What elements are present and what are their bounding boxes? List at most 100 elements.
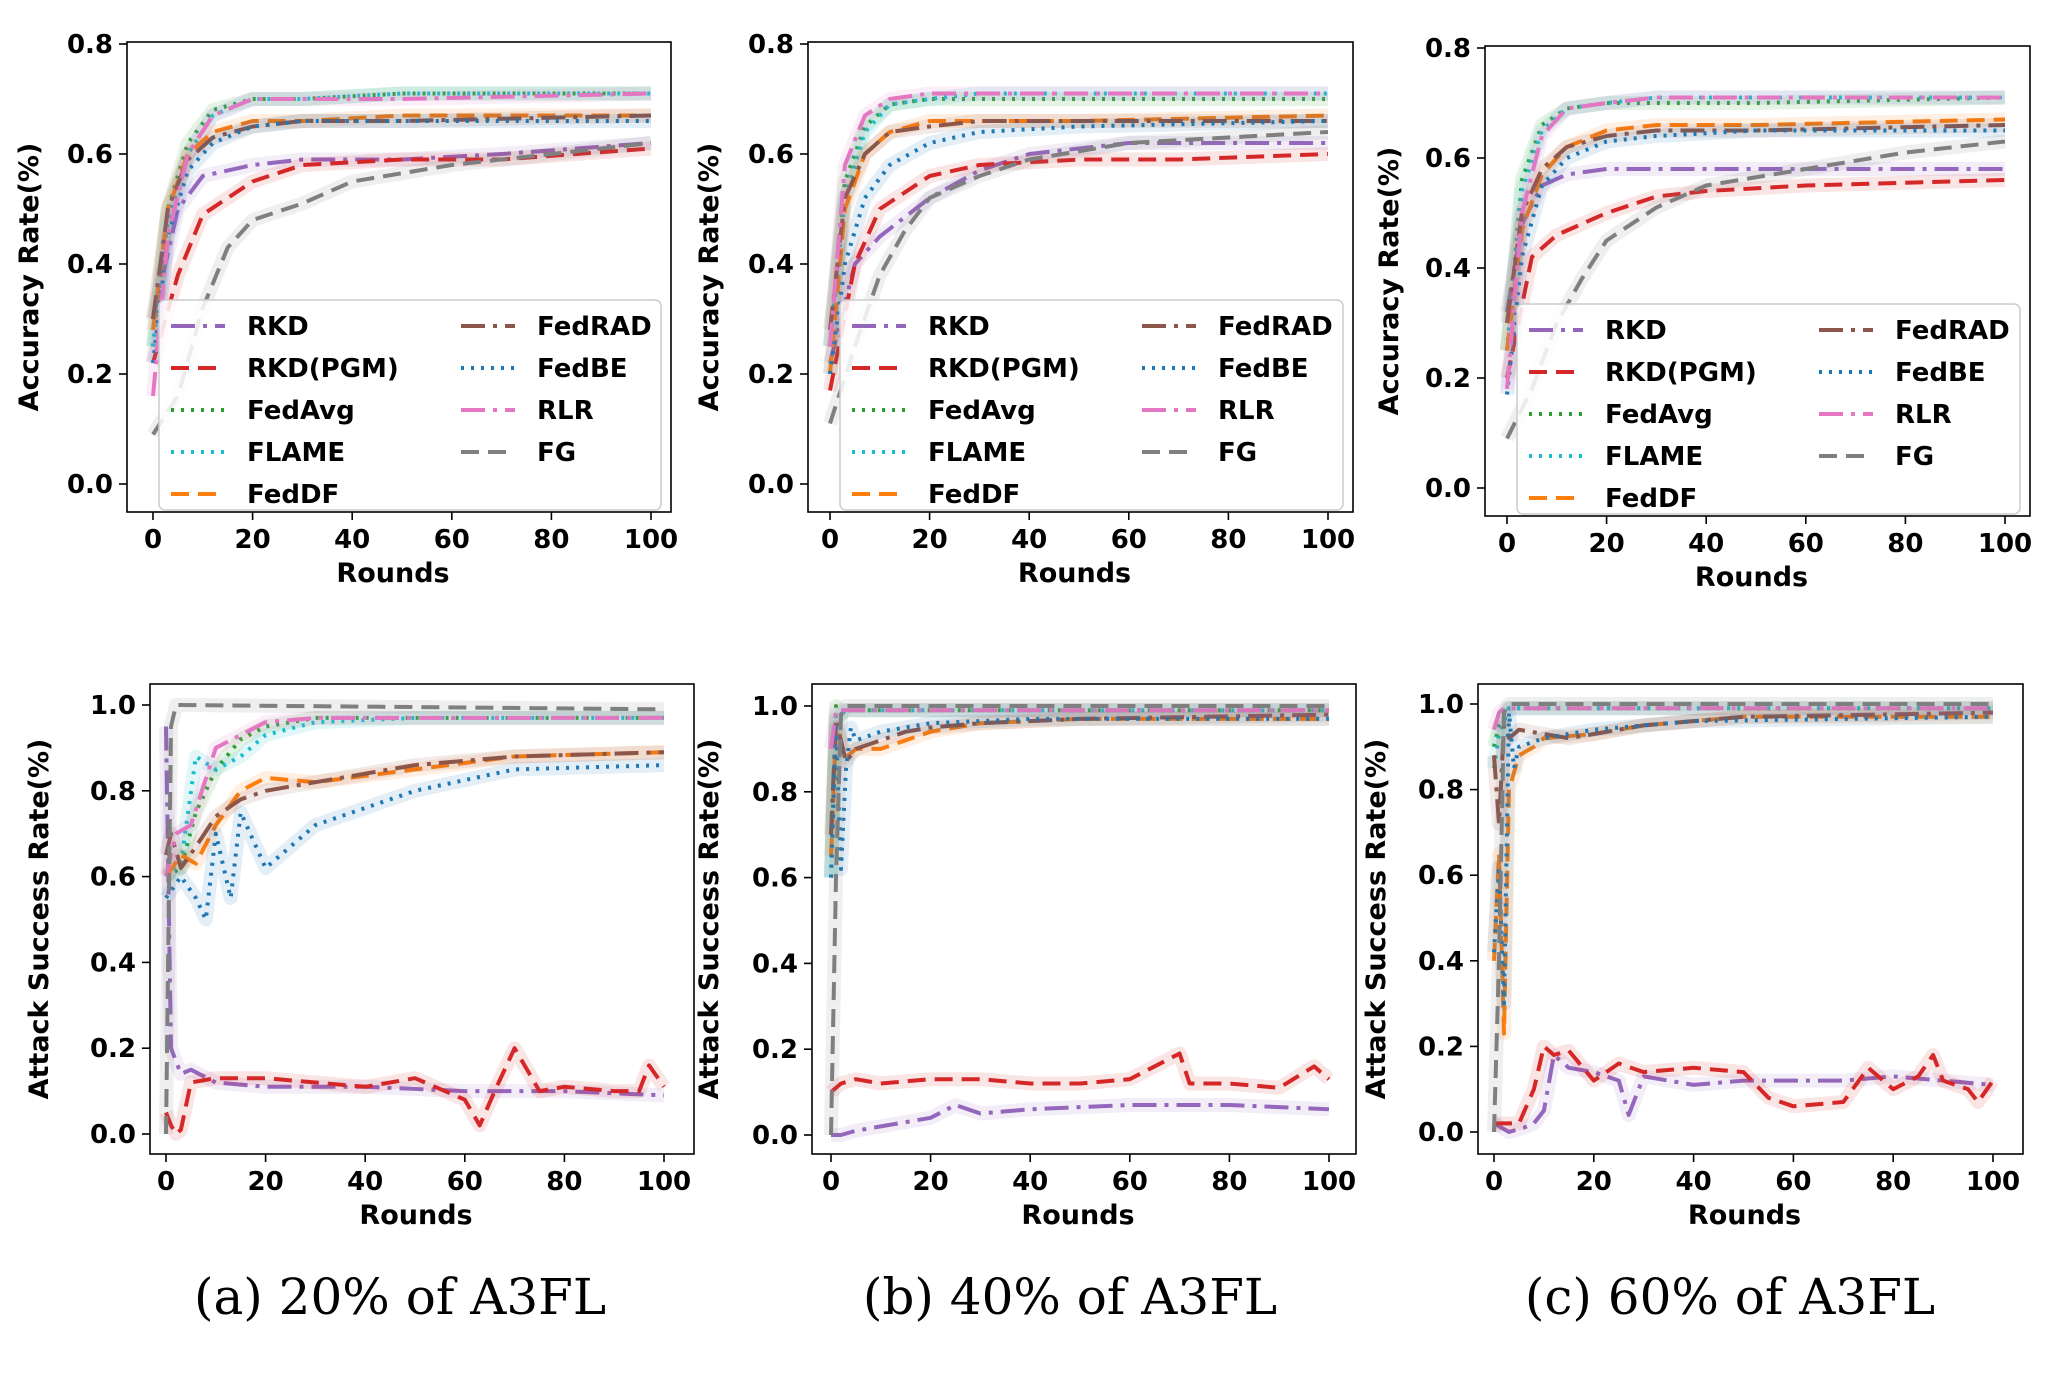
series-band-rkd-pgm-: [1500, 173, 2006, 380]
x-axis-label: Rounds: [1018, 558, 1131, 589]
legend-label: RKD(PGM): [1605, 358, 1757, 388]
series-line-fedavg: [151, 91, 651, 347]
y-tick-label: 0.6: [748, 140, 794, 170]
panel-6: 0 20 40 60 80 100 0.0 0.2 0.4 0.6 0.8 1.0 Rounds Atta…: [1361, 683, 2024, 1231]
y-tick-label: 0.2: [90, 1034, 136, 1064]
legend-label: FLAME: [247, 438, 345, 468]
x-tick-label: 0: [822, 1167, 840, 1197]
x-tick-label: 40: [334, 525, 370, 555]
series-line-feddf: [164, 750, 665, 878]
x-tick-label: 60: [1112, 1167, 1148, 1197]
series-band-fg: [824, 699, 1329, 1136]
x-tick-label: 80: [1887, 529, 1923, 559]
x-tick-label: 100: [624, 525, 678, 555]
y-tick-label: 1.0: [90, 691, 136, 721]
x-tick-label: 80: [533, 525, 569, 555]
series-line-rkd-pgm-: [828, 152, 1329, 391]
caption-c: (c) 60% of A3FL: [1524, 1268, 1936, 1326]
series-line-rlr: [151, 91, 652, 397]
x-tick-label: 80: [1210, 525, 1246, 555]
plot-frame: [1484, 45, 2031, 517]
y-tick-label: 0.2: [1418, 1032, 1464, 1062]
y-tick-label: 0.6: [752, 864, 798, 894]
series-line-rkd: [151, 141, 652, 320]
legend-label: FLAME: [928, 438, 1026, 468]
y-tick-label: 0.4: [1425, 254, 1471, 284]
y-tick-label: 0.6: [67, 140, 113, 170]
legend-label: FedBE: [537, 354, 628, 384]
series-line-fedbe: [828, 119, 1329, 375]
legend-label: RLR: [1218, 396, 1275, 426]
y-tick-label: 0.8: [752, 778, 798, 808]
series-line-rlr: [164, 715, 664, 878]
x-tick-label: 40: [1688, 529, 1724, 559]
series-line-fedavg: [829, 704, 1329, 878]
series-group: [1500, 90, 2006, 442]
legend-label: FedRAD: [537, 312, 652, 342]
plot-frame: [811, 683, 1357, 1155]
panel-1: 0 20 40 60 80 100 0.0 0.2 0.4 0.6 0.8 Rounds Accurac…: [14, 30, 678, 589]
x-tick-label: 80: [1211, 1167, 1247, 1197]
series-line-fedavg: [165, 715, 664, 879]
y-tick-label: 0.4: [752, 949, 798, 979]
series-line-fedbe: [164, 763, 665, 922]
x-tick-label: 20: [912, 525, 948, 555]
series-line-rlr: [1505, 95, 2005, 390]
series-line-fedrad: [164, 750, 665, 870]
legend-label: RKD(PGM): [928, 354, 1080, 384]
y-tick-label: 0.6: [1418, 861, 1464, 891]
x-tick-label: 20: [1589, 529, 1625, 559]
series-line-fg: [1492, 702, 1993, 1133]
x-tick-label: 100: [637, 1167, 691, 1197]
series-line-rkd: [828, 141, 1328, 364]
legend-label: FLAME: [1605, 442, 1703, 472]
legend-label: FedDF: [1605, 484, 1697, 514]
x-tick-label: 80: [1875, 1167, 1911, 1197]
series-line-flame: [1505, 95, 2005, 351]
legend-label: FedAvg: [1605, 400, 1713, 430]
legend-label: FedBE: [1895, 358, 1986, 388]
series-line-rlr: [829, 708, 1329, 750]
x-axis-label: Rounds: [1695, 562, 1808, 593]
legend-label: FedDF: [928, 480, 1020, 510]
legend-label: RLR: [1895, 400, 1952, 430]
panel-3: 0 20 40 60 80 100 0.0 0.2 0.4 0.6 0.8 Rounds Accurac…: [1374, 34, 2032, 593]
series-band-rkd-pgm-: [826, 1046, 1334, 1098]
legend-label: RKD: [1605, 316, 1667, 346]
series-line-fedbe: [1505, 128, 2005, 395]
legend: RKD RKD(PGM) FedAvg FLAME FedDF FedRAD FedBE RL…: [1516, 303, 2021, 515]
y-axis-label: Accuracy Rate(%): [14, 143, 45, 412]
x-tick-label: 40: [347, 1167, 383, 1197]
series-line-feddf: [829, 716, 1329, 857]
series-line-flame: [829, 708, 1329, 878]
legend-label: FedAvg: [247, 396, 355, 426]
plot-frame: [149, 683, 695, 1155]
x-tick-label: 20: [248, 1167, 284, 1197]
series-line-rkd-pgm-: [829, 1051, 1331, 1094]
series-line-feddf: [151, 113, 651, 331]
x-tick-label: 60: [434, 525, 470, 555]
x-tick-label: 20: [913, 1167, 949, 1197]
series-group: [824, 699, 1334, 1142]
series-line-fg: [164, 703, 665, 1135]
legend-box: [1516, 303, 2021, 515]
x-tick-label: 100: [1302, 1167, 1356, 1197]
caption-a: (a) 20% of A3FL: [193, 1268, 607, 1326]
plot-frame: [807, 41, 1354, 513]
y-tick-label: 0.0: [748, 470, 794, 500]
x-tick-label: 60: [447, 1167, 483, 1197]
y-tick-label: 0.0: [752, 1121, 798, 1151]
series-band-rkd-pgm-: [146, 141, 652, 365]
legend: RKD RKD(PGM) FedAvg FLAME FedDF FedRAD FedBE RL…: [158, 299, 662, 511]
series-band-rkd: [159, 726, 665, 1103]
y-axis-label: Attack Success Rate(%): [694, 739, 725, 1100]
legend-label: FedRAD: [1895, 316, 2010, 346]
series-line-fedrad: [1505, 123, 2006, 324]
x-tick-label: 40: [1676, 1167, 1712, 1197]
legend-label: FedBE: [1218, 354, 1309, 384]
series-band-rkd: [831, 1098, 1330, 1142]
x-tick-label: 0: [1498, 529, 1516, 559]
y-tick-label: 0.0: [90, 1120, 136, 1150]
y-tick-label: 0.8: [1418, 776, 1464, 806]
y-tick-label: 0.2: [1425, 364, 1471, 394]
